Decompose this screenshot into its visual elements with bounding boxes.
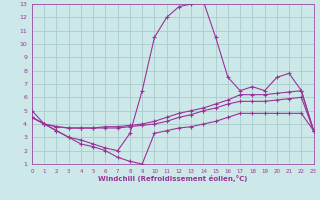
X-axis label: Windchill (Refroidissement éolien,°C): Windchill (Refroidissement éolien,°C) <box>98 175 247 182</box>
